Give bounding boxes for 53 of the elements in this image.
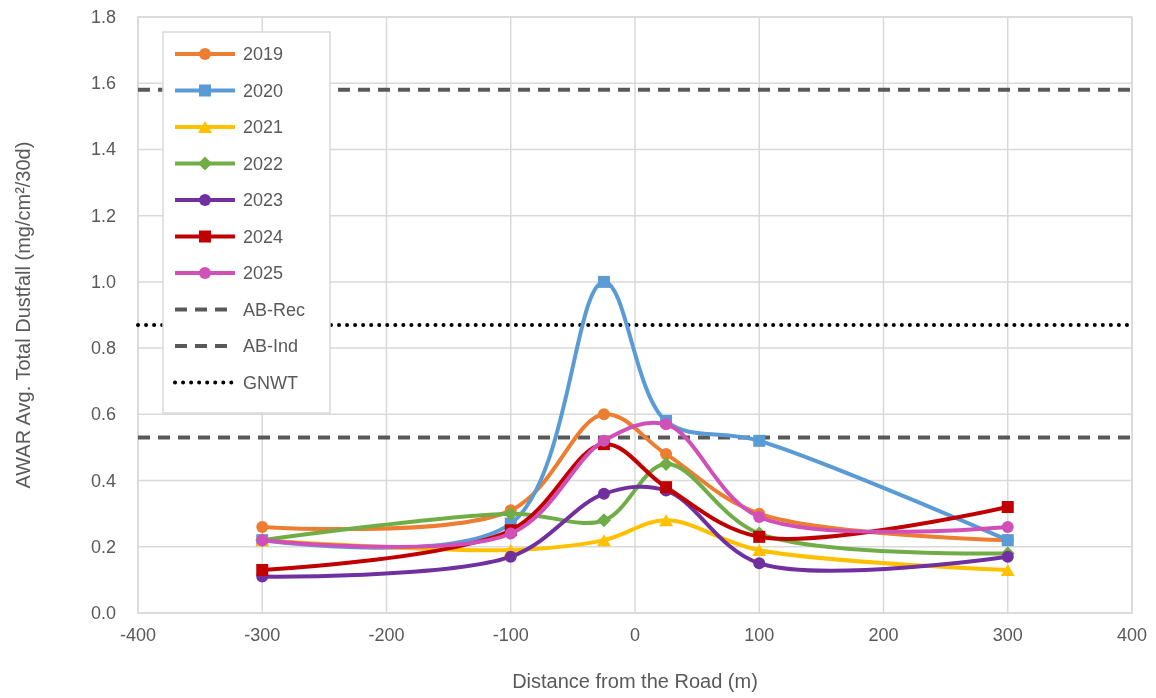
point	[753, 530, 766, 543]
legend-label: 2023	[243, 190, 284, 210]
point	[597, 408, 610, 421]
y-tick-label: 1.4	[90, 139, 116, 160]
point	[596, 513, 611, 528]
point	[256, 563, 269, 576]
legend-label: 2022	[243, 153, 284, 174]
point	[597, 487, 610, 500]
y-tick-label: 0.4	[90, 470, 116, 491]
y-tick-label: 1.0	[90, 271, 116, 292]
x-tick-label: 400	[1116, 625, 1148, 645]
point	[753, 557, 766, 570]
point	[752, 544, 767, 557]
y-tick-label: 0.2	[90, 536, 116, 557]
x-tick-label: -400	[119, 625, 157, 645]
x-tick-label: 0	[629, 625, 641, 645]
point	[753, 434, 766, 447]
x-tick-label: -200	[368, 625, 405, 645]
x-tick-label: 200	[868, 625, 899, 645]
point	[1001, 520, 1014, 533]
point	[1001, 501, 1014, 514]
legend-label: 2024	[243, 226, 284, 247]
legend-label: 2021	[243, 117, 284, 137]
point	[1000, 563, 1015, 576]
legend-label: GNWT	[243, 372, 298, 393]
point	[660, 448, 673, 461]
point	[256, 520, 269, 533]
point	[597, 434, 610, 447]
point	[597, 275, 610, 288]
x-axis-title: Distance from the Road (m)	[512, 670, 758, 692]
legend-label: 2025	[243, 263, 284, 283]
y-tick-label: 0.6	[90, 404, 116, 425]
legend-label: 2019	[243, 44, 284, 64]
y-tick-label: 1.6	[90, 73, 116, 94]
point	[596, 534, 611, 547]
legend-label: AB-Rec	[243, 299, 306, 320]
y-tick-label: 0.8	[90, 338, 116, 359]
point	[1001, 550, 1014, 563]
point	[659, 514, 674, 527]
x-tick-label: 100	[744, 625, 775, 645]
legend-label: 2020	[243, 80, 284, 101]
legend-label: AB-Ind	[243, 336, 299, 356]
x-tick-label: 300	[992, 625, 1023, 645]
y-axis-title: AWAR Avg. Total Dustfall (mg/cm²/30d)	[12, 141, 34, 489]
y-tick-label: 0.0	[90, 603, 116, 623]
y-tick-label: 1.2	[90, 205, 116, 226]
point	[660, 418, 673, 431]
point	[503, 506, 518, 521]
x-tick-label: -300	[244, 625, 281, 645]
x-tick-label: -100	[492, 625, 529, 645]
point	[504, 550, 517, 563]
y-tick-label: 1.8	[90, 7, 116, 27]
point	[659, 457, 674, 471]
